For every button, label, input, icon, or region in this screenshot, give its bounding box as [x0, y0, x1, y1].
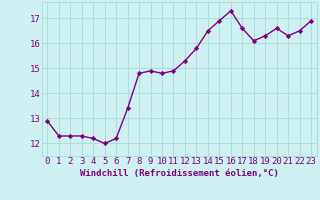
X-axis label: Windchill (Refroidissement éolien,°C): Windchill (Refroidissement éolien,°C) — [80, 169, 279, 178]
